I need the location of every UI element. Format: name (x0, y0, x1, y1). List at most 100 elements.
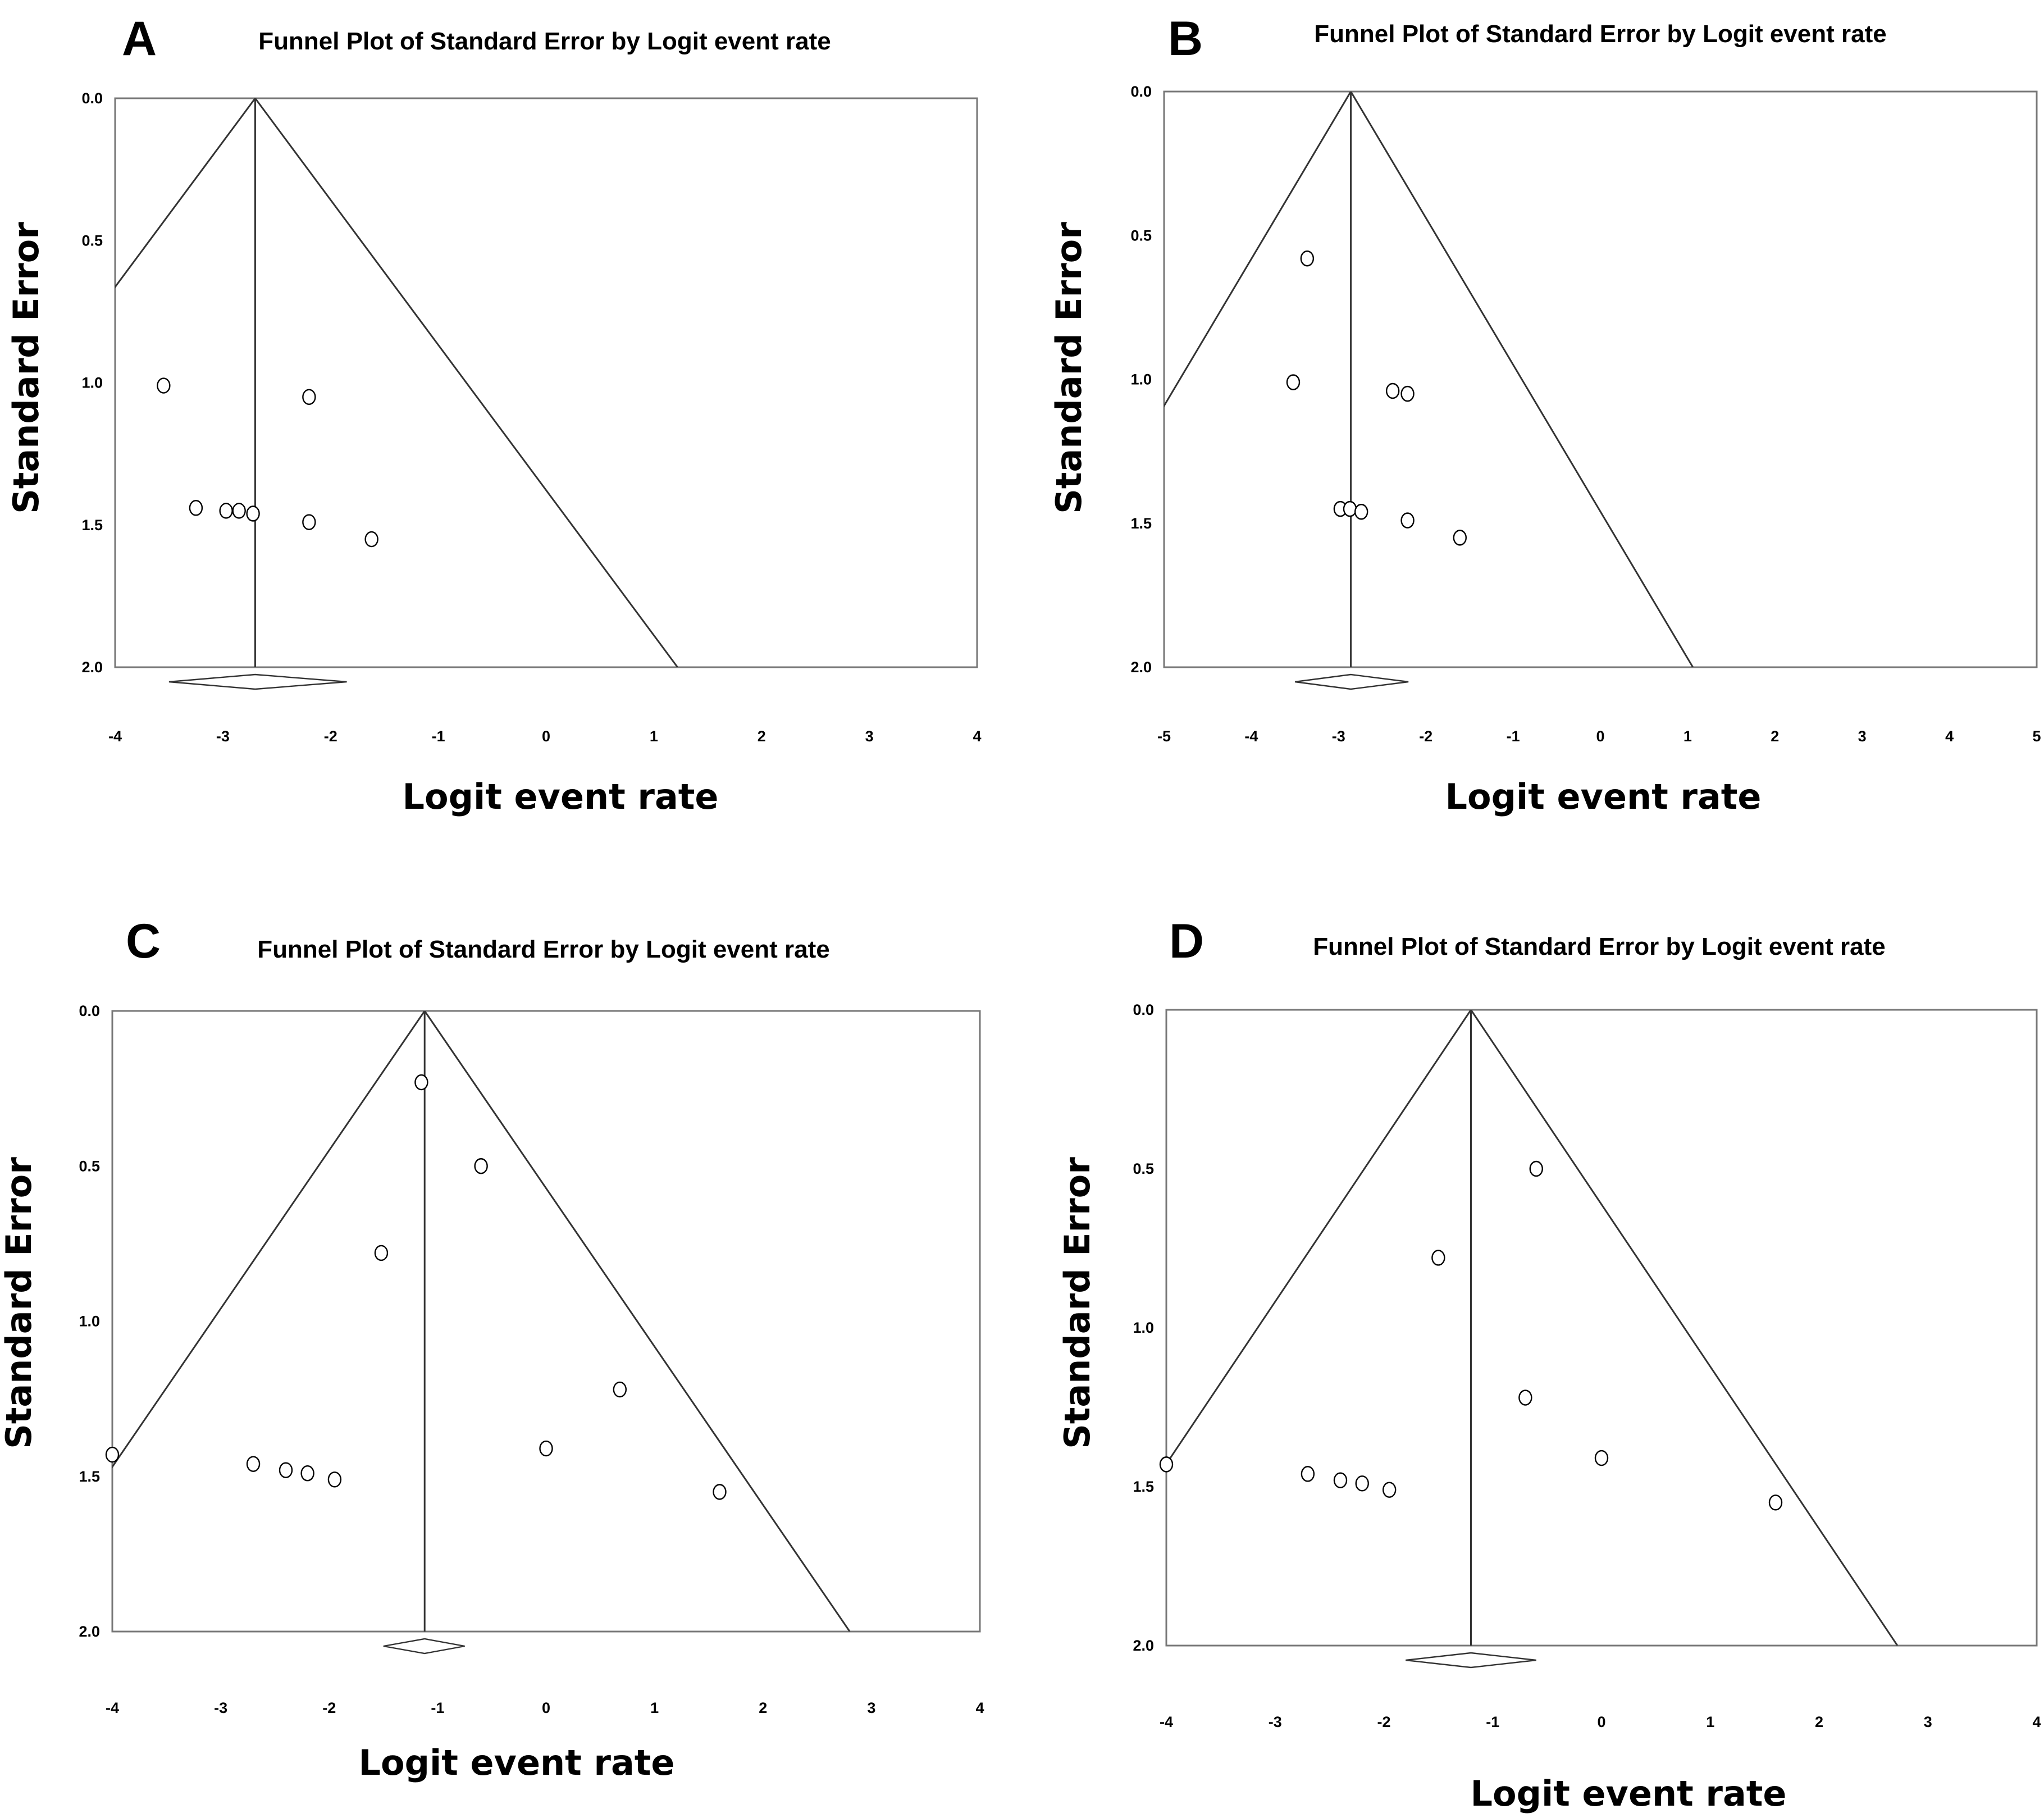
y-axis-label: Standard Error (0, 1157, 39, 1449)
x-tick-label: 3 (865, 728, 874, 745)
study-point (232, 503, 246, 519)
x-tick-label: -3 (1269, 1714, 1282, 1730)
x-tick-label: 4 (1945, 728, 1954, 745)
panel-a: A Funnel Plot of Standard Error by Logit … (6, 12, 982, 817)
study-point (374, 1245, 389, 1261)
y-tick-label: 0.0 (1130, 83, 1152, 100)
x-tick-label: -2 (1419, 728, 1432, 745)
study-point (1400, 512, 1415, 528)
plot-frame (114, 97, 978, 668)
plot-frame (1165, 1009, 2038, 1647)
funnel-left-limit (115, 98, 256, 289)
study-point (302, 514, 316, 530)
x-tick-label: -3 (214, 1699, 227, 1716)
funnel-right-limit (423, 1011, 851, 1632)
x-tick-label: 1 (650, 728, 658, 745)
study-point (1385, 382, 1400, 399)
study-point (364, 531, 378, 548)
x-tick-label: -4 (108, 728, 122, 745)
y-tick-label: 0.0 (79, 1003, 100, 1019)
y-tick-label: 1.5 (81, 517, 103, 534)
funnel-lines (1164, 92, 1694, 667)
study-point (1301, 1466, 1315, 1482)
study-point (302, 389, 316, 405)
study-point (1518, 1389, 1532, 1406)
y-axis-label: Standard Error (1048, 222, 1089, 514)
y-tick-label: 2.0 (81, 659, 103, 676)
funnel-right-limit (254, 98, 678, 667)
study-point (1382, 1482, 1397, 1498)
x-tick-label: 2 (1815, 1714, 1823, 1730)
summary-diamond (1294, 673, 1409, 690)
funnel-left-limit (1164, 92, 1352, 408)
y-tick-label: 2.0 (1130, 659, 1152, 676)
funnel-left-limit (112, 1011, 426, 1469)
plot-title: Funnel Plot of Standard Error by Logit e… (1313, 933, 1885, 960)
study-point (157, 377, 171, 394)
x-axis-label: Logit event rate (403, 776, 719, 817)
y-tick-label: 0.0 (81, 90, 103, 107)
panel-letter: A (122, 12, 157, 66)
study-point (1400, 385, 1415, 402)
study-point (1453, 530, 1467, 546)
plot-title: Funnel Plot of Standard Error by Logit e… (1314, 20, 1886, 48)
study-point (474, 1158, 488, 1174)
plot-frame (111, 1010, 981, 1633)
study-point (279, 1462, 293, 1478)
study-point (219, 503, 233, 519)
plot-title: Funnel Plot of Standard Error by Logit e… (257, 936, 829, 963)
study-point (1343, 500, 1357, 517)
x-tick-label: 3 (867, 1699, 875, 1716)
study-point (1355, 1475, 1369, 1492)
x-tick-label: 2 (758, 728, 766, 745)
x-tick-label: 2 (1771, 728, 1779, 745)
x-tick-label: 0 (542, 728, 550, 745)
x-axis-label: Logit event rate (1445, 776, 1762, 817)
y-tick-label: 1.0 (81, 375, 103, 391)
funnel-lines (112, 1011, 851, 1632)
study-point (246, 1456, 261, 1472)
study-point (1529, 1160, 1543, 1177)
x-tick-label: 5 (2032, 728, 2041, 745)
y-tick-label: 0.5 (81, 232, 103, 249)
y-tick-label: 2.0 (1133, 1637, 1154, 1654)
study-point (713, 1484, 727, 1500)
study-point (1286, 374, 1301, 390)
x-tick-label: -4 (1244, 728, 1258, 745)
x-tick-label: -1 (431, 1699, 444, 1716)
study-point (105, 1446, 120, 1463)
study-point (1300, 250, 1315, 267)
study-point (1333, 1472, 1348, 1488)
y-axis-label: Standard Error (1057, 1157, 1098, 1449)
plot-frame (1163, 90, 2038, 668)
x-tick-label: 1 (650, 1699, 659, 1716)
study-point (1768, 1495, 1783, 1511)
x-tick-label: -1 (432, 728, 445, 745)
x-tick-label: 4 (973, 728, 981, 745)
x-tick-label: 0 (1596, 728, 1604, 745)
y-tick-label: 1.5 (1130, 515, 1152, 532)
x-tick-label: -2 (1377, 1714, 1390, 1730)
x-tick-label: -5 (1157, 728, 1171, 745)
y-tick-label: 2.0 (79, 1623, 100, 1640)
panel-b: B Funnel Plot of Standard Error by Logit … (1048, 12, 2041, 817)
study-point (539, 1440, 553, 1457)
y-tick-label: 1.5 (79, 1468, 100, 1485)
study-point (1431, 1250, 1445, 1266)
y-tick-label: 0.0 (1133, 1001, 1154, 1018)
x-tick-label: 1 (1706, 1714, 1714, 1730)
panel-letter: B (1168, 12, 1203, 66)
y-tick-label: 1.0 (1130, 371, 1152, 388)
x-tick-label: 4 (975, 1699, 984, 1716)
funnel-left-limit (1166, 1010, 1472, 1466)
funnel-lines (1166, 1010, 1899, 1646)
study-point (1594, 1450, 1609, 1466)
summary-diamond (383, 1638, 465, 1655)
y-tick-label: 0.5 (1130, 227, 1152, 244)
x-tick-label: 0 (1597, 1714, 1605, 1730)
funnel-right-limit (1350, 92, 1694, 667)
summary-diamond (168, 673, 347, 690)
x-tick-label: 4 (2032, 1714, 2041, 1730)
study-point (300, 1465, 314, 1482)
